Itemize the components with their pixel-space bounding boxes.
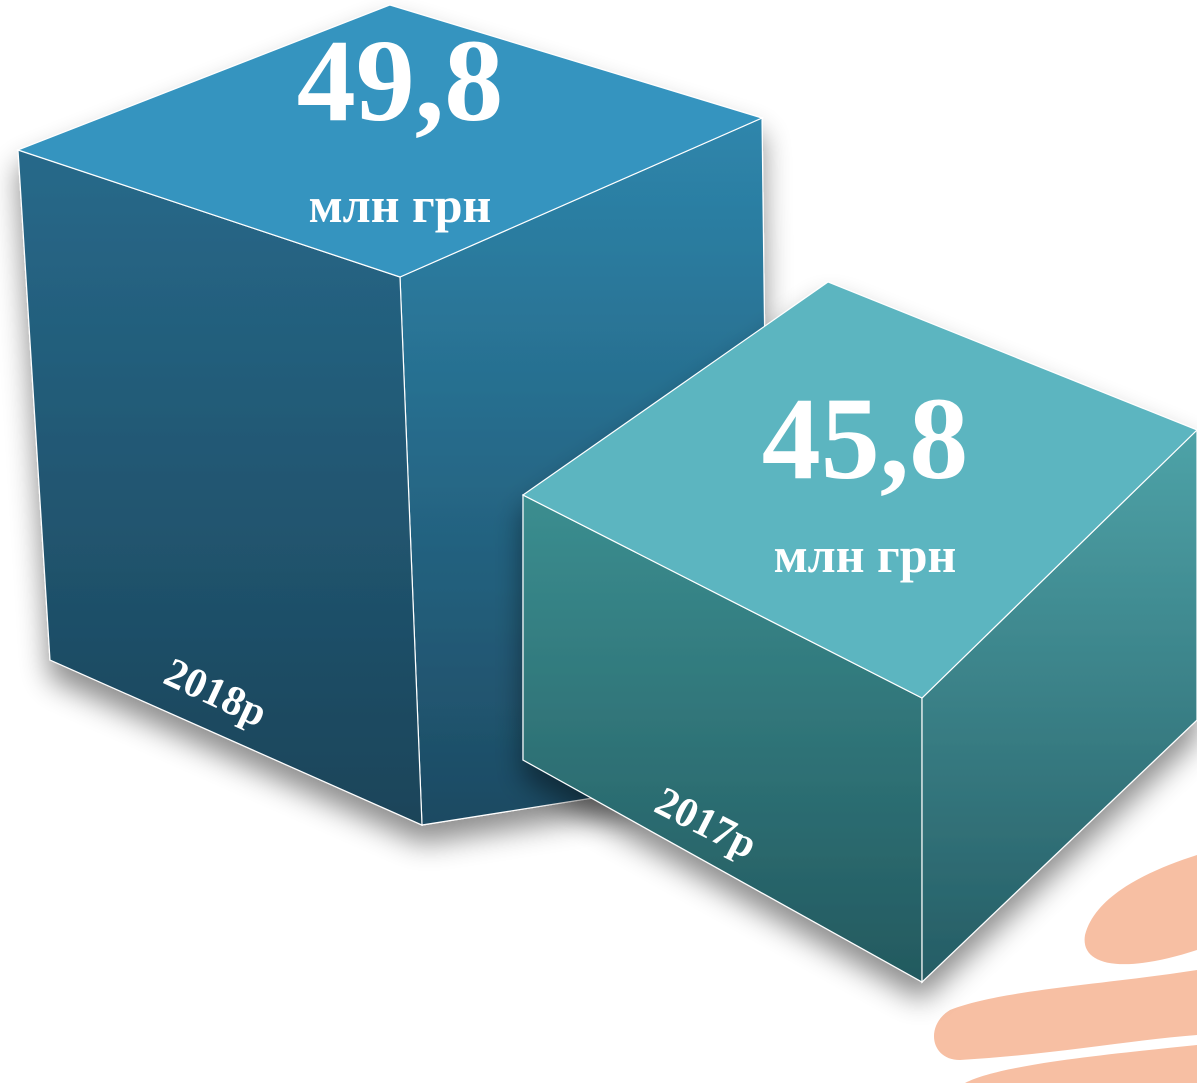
value: 45,8 — [762, 373, 969, 504]
unit: млн грн — [309, 177, 492, 233]
box-top-face — [16, 4, 764, 278]
box-2017 — [521, 281, 1197, 984]
hand — [933, 855, 1197, 1083]
value: 49,8 — [297, 15, 504, 146]
box-top-face — [521, 281, 1197, 699]
unit: млн грн — [774, 527, 957, 583]
